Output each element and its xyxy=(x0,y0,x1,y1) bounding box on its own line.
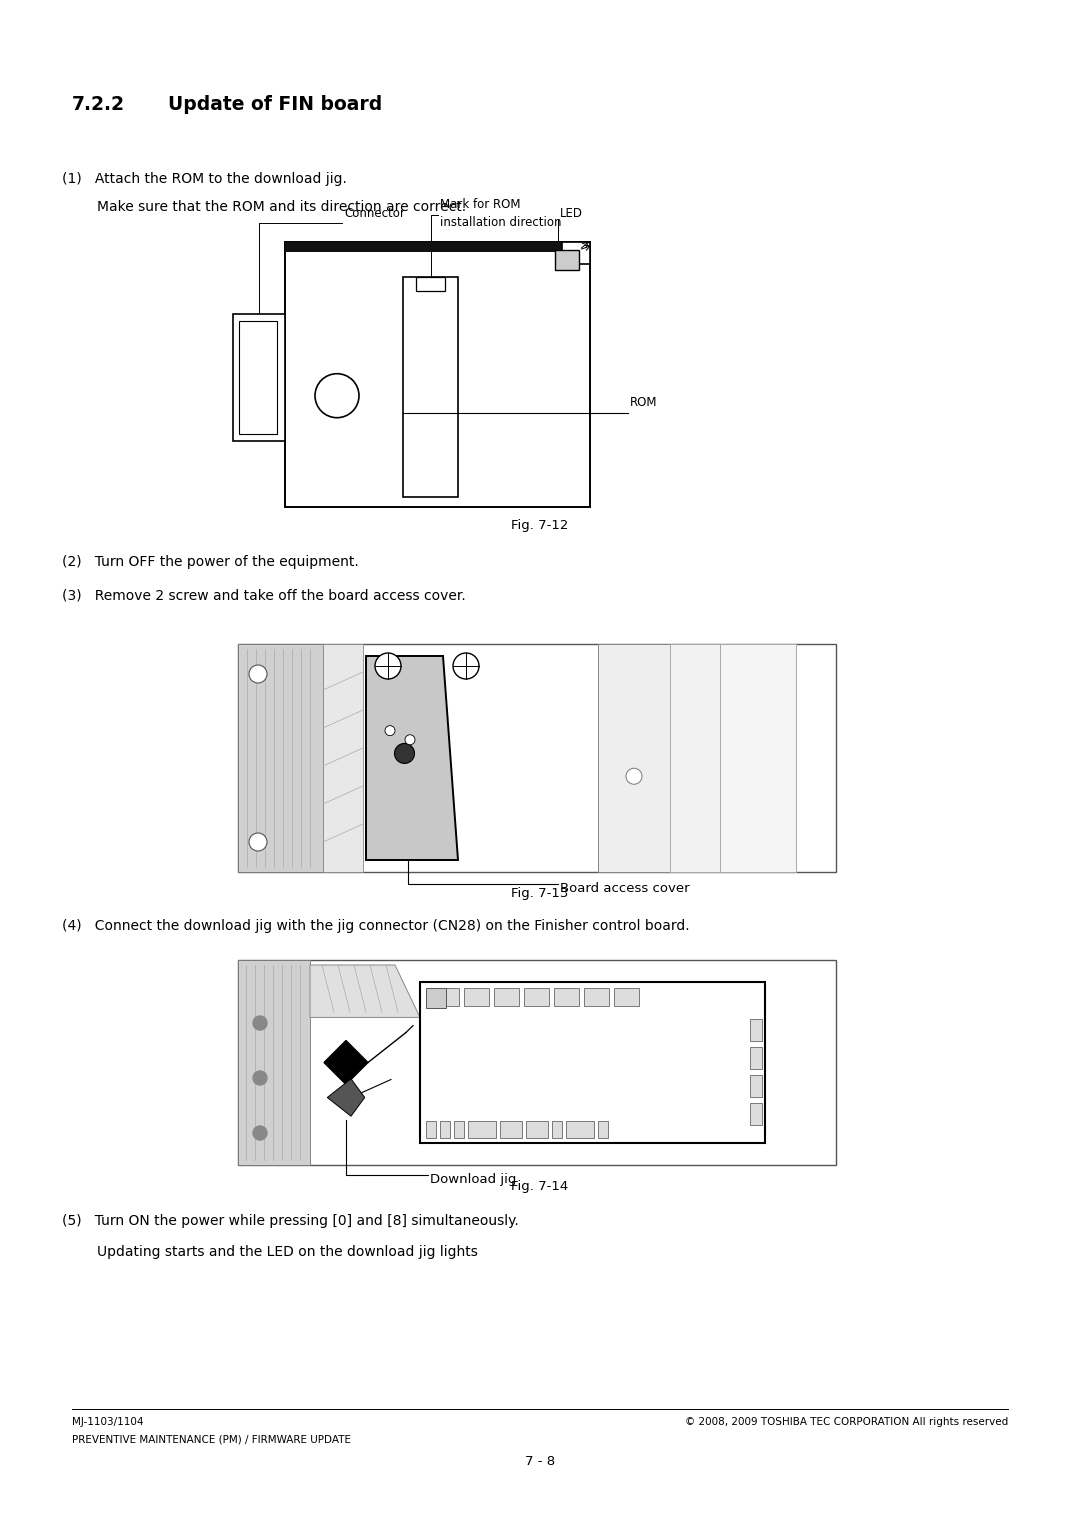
Polygon shape xyxy=(310,965,420,1017)
Polygon shape xyxy=(324,1040,368,1084)
Text: 7 - 8: 7 - 8 xyxy=(525,1455,555,1467)
Bar xyxy=(238,644,836,872)
Bar xyxy=(598,644,670,872)
Bar xyxy=(598,1121,608,1138)
Text: PREVENTIVE MAINTENANCE (PM) / FIRMWARE UPDATE: PREVENTIVE MAINTENANCE (PM) / FIRMWARE U… xyxy=(72,1435,351,1445)
Bar xyxy=(720,644,796,872)
Text: Updating starts and the LED on the download jig lights: Updating starts and the LED on the downl… xyxy=(62,1245,477,1258)
Bar xyxy=(584,988,609,1006)
Text: Fig. 7-14: Fig. 7-14 xyxy=(511,1180,569,1193)
Bar xyxy=(238,644,323,872)
Text: Connector: Connector xyxy=(345,208,405,220)
Bar xyxy=(555,250,579,270)
Text: Download jig: Download jig xyxy=(430,1173,516,1186)
Bar xyxy=(562,241,590,264)
Bar xyxy=(323,644,363,872)
Text: Update of FIN board: Update of FIN board xyxy=(168,95,382,115)
Circle shape xyxy=(249,664,267,683)
Bar xyxy=(426,988,446,1008)
Bar xyxy=(239,321,276,434)
Text: ROM: ROM xyxy=(630,397,658,409)
Bar xyxy=(426,1121,436,1138)
Text: (2)   Turn OFF the power of the equipment.: (2) Turn OFF the power of the equipment. xyxy=(62,554,359,570)
Text: Make sure that the ROM and its direction are correct.: Make sure that the ROM and its direction… xyxy=(62,200,467,214)
Bar xyxy=(420,982,765,1144)
Text: LED: LED xyxy=(561,208,583,220)
Bar xyxy=(468,1121,496,1138)
Text: Mark for ROM: Mark for ROM xyxy=(440,199,521,211)
Bar xyxy=(566,1121,594,1138)
Circle shape xyxy=(384,725,395,736)
Circle shape xyxy=(626,768,642,785)
Bar xyxy=(494,988,519,1006)
Bar xyxy=(554,988,579,1006)
Text: installation direction: installation direction xyxy=(440,215,562,229)
Bar xyxy=(238,960,310,1165)
Bar xyxy=(552,1121,562,1138)
Bar xyxy=(750,1048,762,1069)
Circle shape xyxy=(253,1070,267,1086)
Bar xyxy=(440,1121,450,1138)
Text: (5)   Turn ON the power while pressing [0] and [8] simultaneously.: (5) Turn ON the power while pressing [0]… xyxy=(62,1214,518,1228)
Bar xyxy=(750,1075,762,1096)
Bar xyxy=(285,241,590,507)
Bar xyxy=(285,241,590,252)
Bar xyxy=(526,1121,548,1138)
Text: Fig. 7-13: Fig. 7-13 xyxy=(511,887,569,899)
Polygon shape xyxy=(366,657,458,860)
Text: (3)   Remove 2 screw and take off the board access cover.: (3) Remove 2 screw and take off the boar… xyxy=(62,589,465,603)
Circle shape xyxy=(253,1125,267,1141)
Bar xyxy=(750,1019,762,1041)
Bar xyxy=(524,988,549,1006)
Circle shape xyxy=(375,654,401,680)
Bar xyxy=(403,276,458,496)
Circle shape xyxy=(253,1015,267,1031)
Bar xyxy=(750,1102,762,1125)
Text: MJ-1103/1104: MJ-1103/1104 xyxy=(72,1417,144,1428)
Text: (4)   Connect the download jig with the jig connector (CN28) on the Finisher con: (4) Connect the download jig with the ji… xyxy=(62,919,690,933)
Bar xyxy=(464,988,489,1006)
Circle shape xyxy=(315,374,359,418)
Bar xyxy=(238,960,836,1165)
Bar xyxy=(615,988,639,1006)
Text: Fig. 7-12: Fig. 7-12 xyxy=(511,519,569,531)
Circle shape xyxy=(405,734,415,745)
Text: (1)   Attach the ROM to the download jig.: (1) Attach the ROM to the download jig. xyxy=(62,173,347,186)
Bar xyxy=(233,313,285,441)
Polygon shape xyxy=(327,1078,365,1116)
Text: © 2008, 2009 TOSHIBA TEC CORPORATION All rights reserved: © 2008, 2009 TOSHIBA TEC CORPORATION All… xyxy=(685,1417,1008,1428)
Bar xyxy=(416,276,445,292)
Circle shape xyxy=(249,834,267,851)
Bar xyxy=(454,1121,464,1138)
Circle shape xyxy=(394,744,415,764)
Text: 7.2.2: 7.2.2 xyxy=(72,95,125,115)
Circle shape xyxy=(453,654,480,680)
Bar xyxy=(434,988,459,1006)
Text: Board access cover: Board access cover xyxy=(561,883,690,895)
Bar xyxy=(500,1121,522,1138)
Bar xyxy=(670,644,720,872)
